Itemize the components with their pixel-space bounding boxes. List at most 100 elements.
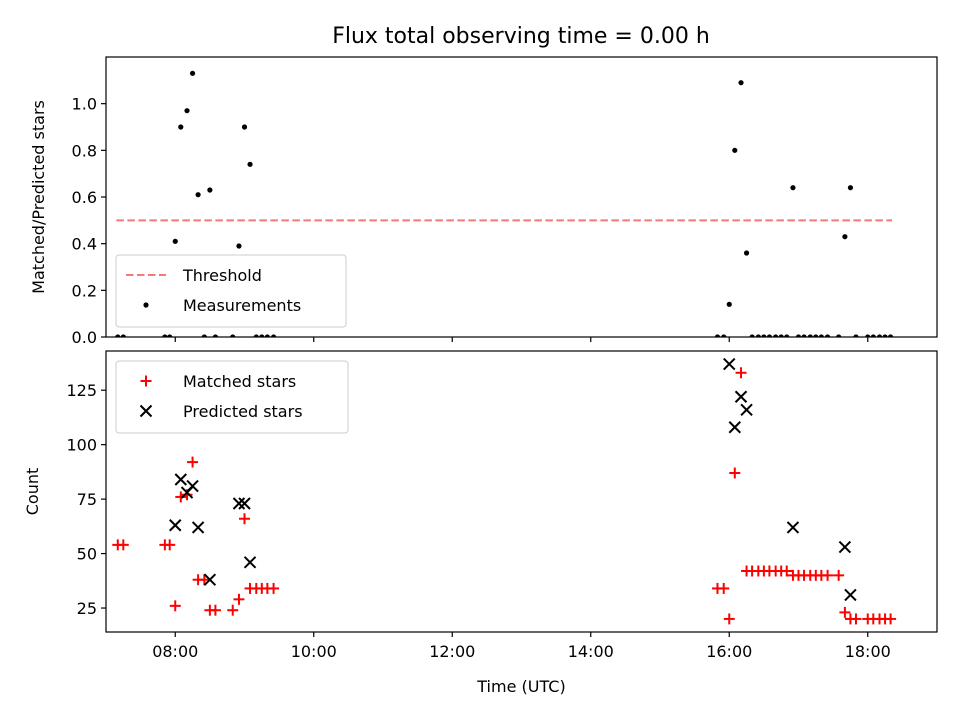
- measurement-point: [766, 334, 773, 337]
- measurement-point: [247, 161, 253, 167]
- matched-star-point: [233, 593, 245, 605]
- measurement-point: [773, 334, 779, 337]
- measurement-point: [236, 243, 242, 249]
- measurement-point: [264, 334, 270, 337]
- axes-frame: [105, 350, 938, 633]
- measurement-point: [755, 334, 761, 337]
- matched-star-point: [839, 606, 851, 618]
- measurement-point: [120, 334, 126, 337]
- measurement-point: [795, 334, 802, 337]
- predicted-star-point: [844, 588, 857, 602]
- measurement-point: [761, 334, 767, 337]
- measurement-point: [842, 234, 848, 240]
- matched-star-point: [117, 539, 129, 551]
- measurement-point: [865, 334, 871, 337]
- predicted-star-point: [723, 357, 736, 371]
- measurement-point: [189, 70, 196, 76]
- x-stroke-b: [203, 573, 217, 586]
- measurement-point: [824, 334, 831, 337]
- measurement-point: [778, 334, 784, 337]
- legend: Matched stars Predicted stars: [115, 360, 349, 434]
- y-tick-label: 75: [77, 490, 97, 509]
- x-stroke-b: [243, 556, 257, 569]
- measurement-point: [714, 334, 721, 337]
- measurement-point: [876, 334, 883, 337]
- x-tick-label: 12:00: [429, 642, 475, 661]
- matched-star-point: [164, 539, 176, 551]
- y-tick-label: 25: [77, 599, 97, 618]
- legend: Threshold Measurements: [115, 254, 347, 328]
- measurement-point: [836, 334, 842, 337]
- y-tick-label: 0.0: [72, 328, 97, 347]
- x-stroke-b: [740, 403, 753, 417]
- predicted-star-point: [186, 479, 199, 493]
- measurement-point: [162, 334, 168, 337]
- y-tick-label: 125: [66, 381, 97, 400]
- measurement-point: [801, 334, 807, 337]
- y-tick-label: 50: [77, 545, 97, 564]
- measurement-point: [212, 334, 219, 337]
- x-stroke-b: [838, 540, 852, 554]
- matched-star-point: [268, 582, 280, 594]
- predicted-star-point: [191, 521, 205, 534]
- x-stroke-b: [232, 497, 246, 510]
- bottom-panel: 25 50 75 100 125 08:00 10:00 12:00 14:00 16:00 18:…: [23, 350, 938, 696]
- measurement-point: [818, 334, 824, 337]
- predicted-star-point: [734, 390, 748, 403]
- predicted-star-point: [243, 556, 257, 569]
- predicted-star-point: [232, 497, 246, 510]
- measurement-point: [259, 334, 265, 337]
- x-stroke-b: [174, 473, 187, 486]
- matched-star-point: [209, 604, 221, 616]
- top-panel: 0.0 0.2 0.4 0.6 0.8 1.0 Matched/Predicted star…: [29, 56, 938, 347]
- measurement-point: [882, 334, 888, 337]
- x-tick-label: 10:00: [291, 642, 337, 661]
- measurement-point: [807, 334, 813, 337]
- measurement-point: [732, 147, 738, 153]
- measurement-point: [813, 334, 819, 337]
- predicted-star-point: [838, 540, 852, 554]
- legend-label-measurements: Measurements: [183, 296, 301, 315]
- matched-star-point: [735, 367, 747, 379]
- y-tick-label: 0.4: [72, 235, 97, 254]
- y-tick-label: 1.0: [72, 95, 97, 114]
- series-matched-stars: [112, 367, 897, 625]
- predicted-star-point: [174, 473, 187, 486]
- series-measurements: [115, 70, 894, 337]
- legend-box: [115, 360, 349, 434]
- measurement-point: [721, 334, 727, 337]
- measurement-point: [749, 334, 755, 337]
- measurement-point: [241, 124, 248, 130]
- legend-box: [115, 254, 347, 328]
- measurement-point: [743, 250, 750, 256]
- x-stroke-b: [786, 521, 800, 534]
- plot-area: [115, 70, 894, 337]
- predicted-star-point: [786, 521, 800, 534]
- x-stroke-b: [844, 588, 857, 602]
- measurement-point: [178, 124, 184, 130]
- measurement-point: [853, 334, 859, 337]
- legend-label-predicted-stars: Predicted stars: [183, 402, 303, 421]
- measurement-point: [184, 108, 190, 114]
- matched-star-point: [198, 574, 210, 586]
- matched-star-point: [850, 613, 862, 625]
- y-tick-label: 100: [66, 436, 97, 455]
- measurement-point: [167, 334, 173, 337]
- matched-star-point: [885, 613, 897, 625]
- x-stroke-b: [723, 357, 736, 371]
- y-tick-label: 0.6: [72, 188, 97, 207]
- x-stroke-b: [728, 421, 741, 434]
- measurement-point: [847, 185, 854, 191]
- series-predicted-stars: [169, 357, 857, 602]
- y-tick-label: 0.2: [72, 281, 97, 300]
- matched-star-point: [729, 467, 741, 479]
- matched-star-point: [718, 582, 730, 594]
- matched-star-point: [187, 456, 199, 468]
- x-tick-label: 18:00: [845, 642, 891, 661]
- x-tick-label: 08:00: [152, 642, 198, 661]
- legend-label-threshold: Threshold: [182, 266, 262, 285]
- measurement-point: [726, 301, 732, 307]
- measurement-point: [790, 185, 796, 191]
- x-stroke-b: [191, 521, 205, 534]
- measurement-point: [870, 334, 876, 337]
